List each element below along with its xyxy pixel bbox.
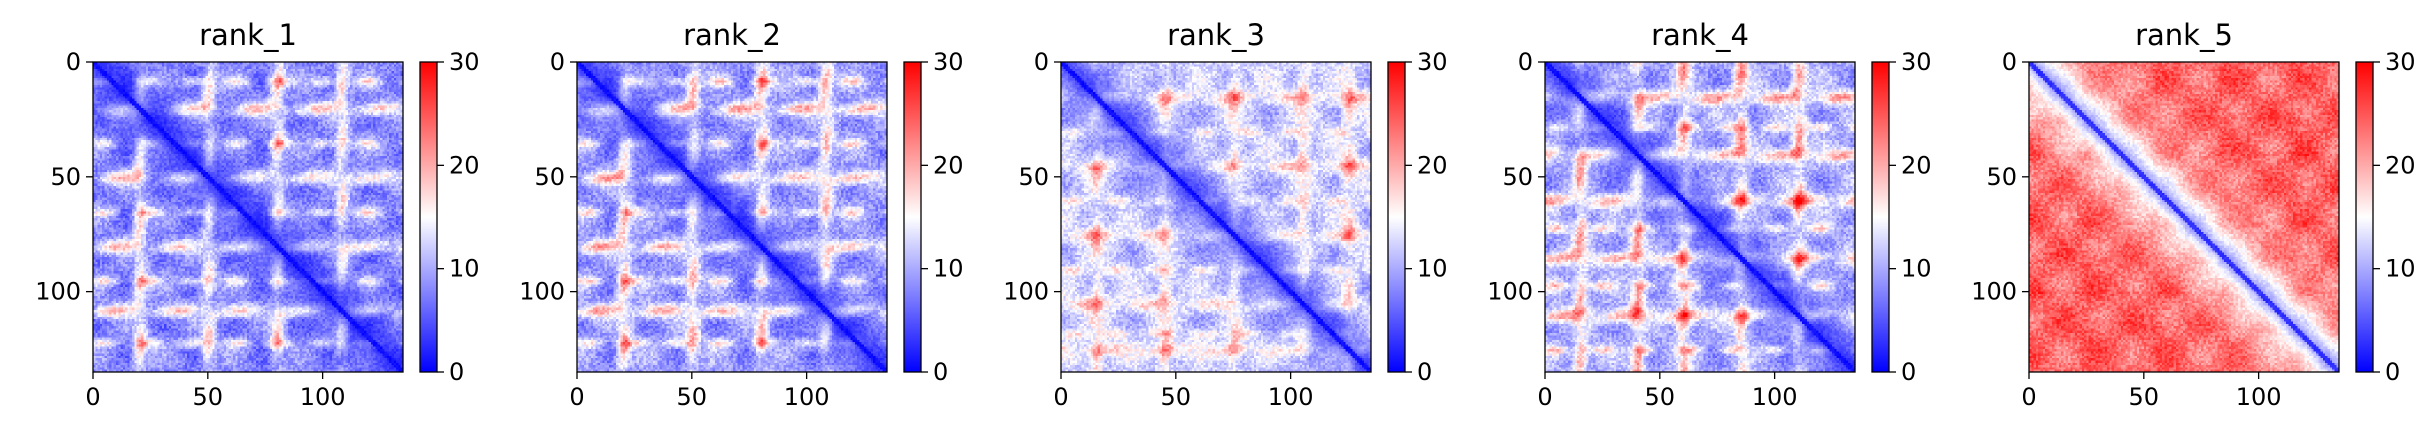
colorbar-tick-label: 30: [933, 48, 964, 76]
x-tick-label: 50: [677, 383, 708, 411]
colorbar: [2356, 62, 2373, 372]
colorbar-tick-label: 20: [1417, 151, 1448, 179]
colorbar-tick-label: 0: [449, 358, 464, 386]
colorbar-tick-label: 0: [1417, 358, 1432, 386]
colorbar: [1388, 62, 1405, 372]
x-tick-label: 0: [1537, 383, 1552, 411]
x-tick-label: 100: [1268, 383, 1314, 411]
y-tick-label: 100: [1971, 278, 2017, 306]
y-tick-label: 0: [2002, 48, 2017, 76]
colorbar-tick-label: 20: [449, 151, 480, 179]
x-tick-label: 0: [569, 383, 584, 411]
x-tick-label: 0: [85, 383, 100, 411]
x-tick-label: 50: [1645, 383, 1676, 411]
colorbar-tick-label: 30: [1417, 48, 1448, 76]
colorbar-tick-label: 0: [1901, 358, 1916, 386]
colorbar-tick-label: 10: [449, 255, 480, 283]
colorbar-tick-label: 30: [449, 48, 480, 76]
heatmap-panel-2: rank_2 0 50 100 0 50 100 0 10 20 30: [519, 18, 963, 411]
colorbar-tick-label: 10: [2385, 255, 2416, 283]
colorbar-tick-label: 30: [1901, 48, 1932, 76]
x-tick-label: 100: [300, 383, 346, 411]
x-tick-label: 50: [1161, 383, 1192, 411]
y-tick-label: 50: [50, 163, 81, 191]
panel-title: rank_4: [1651, 18, 1749, 52]
colorbar: [904, 62, 921, 372]
colorbar: [1872, 62, 1889, 372]
x-tick-label: 100: [2236, 383, 2282, 411]
y-tick-label: 50: [534, 163, 565, 191]
x-tick-label: 50: [193, 383, 224, 411]
panel-title: rank_3: [1167, 18, 1265, 52]
heatmap-image: [1061, 62, 1371, 372]
y-tick-label: 100: [1487, 278, 1533, 306]
y-tick-label: 0: [1034, 48, 1049, 76]
x-tick-label: 100: [784, 383, 830, 411]
heatmap-image: [1545, 62, 1855, 372]
y-tick-label: 100: [35, 278, 81, 306]
heatmap-image: [93, 62, 403, 372]
colorbar-tick-label: 20: [2385, 151, 2416, 179]
heatmap-image: [2029, 62, 2339, 372]
x-tick-label: 0: [2021, 383, 2036, 411]
y-tick-label: 0: [66, 48, 81, 76]
y-tick-label: 50: [1986, 163, 2017, 191]
colorbar: [420, 62, 437, 372]
heatmap-panel-5: rank_5 0 50 100 0 50 100 0 10 20 30: [1971, 18, 2415, 411]
colorbar-tick-label: 0: [933, 358, 948, 386]
colorbar-tick-label: 20: [933, 151, 964, 179]
x-tick-label: 100: [1752, 383, 1798, 411]
colorbar-tick-label: 10: [933, 255, 964, 283]
panel-title: rank_5: [2135, 18, 2233, 52]
heatmap-panel-4: rank_4 0 50 100 0 50 100 0 10 20 30: [1487, 18, 1931, 411]
y-tick-label: 0: [1518, 48, 1533, 76]
panel-title: rank_2: [683, 18, 781, 52]
y-tick-label: 100: [1003, 278, 1049, 306]
y-tick-label: 0: [550, 48, 565, 76]
colorbar-tick-label: 30: [2385, 48, 2416, 76]
y-tick-label: 50: [1502, 163, 1533, 191]
y-tick-label: 50: [1018, 163, 1049, 191]
x-tick-label: 0: [1053, 383, 1068, 411]
panel-title: rank_1: [199, 18, 297, 52]
y-tick-label: 100: [519, 278, 565, 306]
heatmap-panel-3: rank_3 0 50 100 0 50 100 0 10 20 30: [1003, 18, 1447, 411]
x-tick-label: 50: [2129, 383, 2160, 411]
colorbar-tick-label: 20: [1901, 151, 1932, 179]
heatmap-panel-1: rank_1 0 50 100 0 50 100 0 10 20 30: [35, 18, 479, 411]
colorbar-tick-label: 10: [1901, 255, 1932, 283]
colorbar-tick-label: 10: [1417, 255, 1448, 283]
heatmap-image: [577, 62, 887, 372]
colorbar-tick-label: 0: [2385, 358, 2400, 386]
